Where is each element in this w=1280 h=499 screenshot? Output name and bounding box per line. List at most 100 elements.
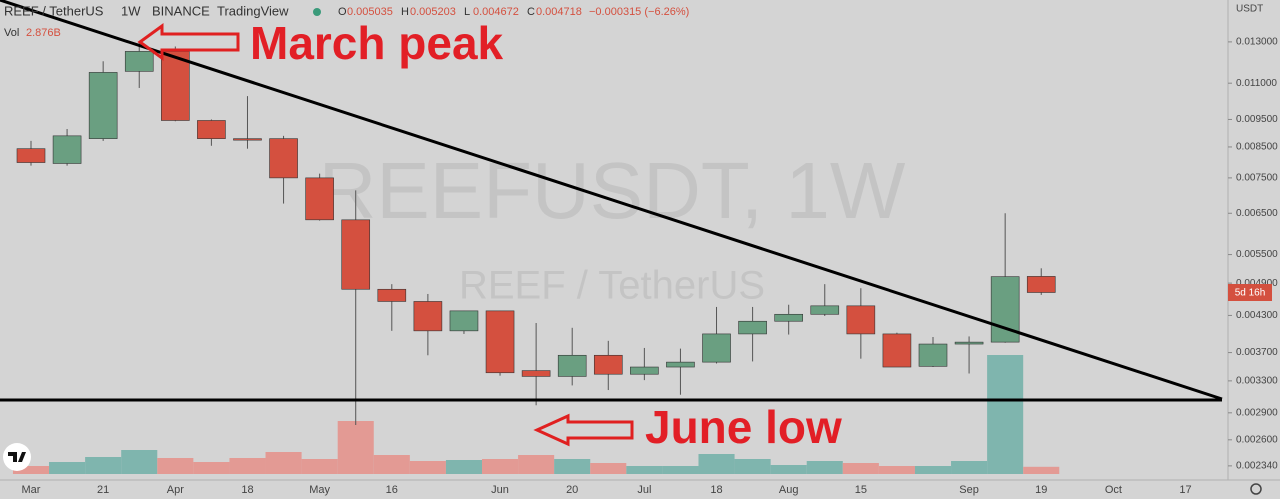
ohlc-value: 0.005035: [347, 6, 393, 18]
x-tick-label: 21: [97, 484, 109, 496]
y-tick-label: 0.002600: [1236, 434, 1278, 445]
volume-bar: [554, 459, 591, 474]
status-dot: [313, 8, 321, 16]
ohlc-value: 0.004718: [536, 6, 582, 18]
candle-body: [52, 135, 82, 164]
candle-body: [774, 313, 803, 322]
candle-body: [702, 333, 731, 363]
candle-body: [233, 138, 262, 141]
candle-body: [449, 310, 479, 332]
volume-bar: [914, 466, 952, 474]
x-tick-label: Oct: [1105, 484, 1122, 496]
candle-body: [666, 361, 695, 368]
volume-bar: [49, 462, 86, 474]
volume-bar: [951, 461, 988, 474]
candle-body: [810, 305, 840, 315]
x-tick-label: May: [309, 484, 330, 496]
y-tick-label: 0.006500: [1236, 208, 1278, 219]
candle-body: [593, 354, 623, 375]
watermark: REEFUSDT, 1W: [319, 146, 906, 235]
x-tick-label: Sep: [959, 484, 979, 496]
y-tick-label: 0.011000: [1236, 78, 1277, 89]
volume-label: 2.876B: [26, 27, 61, 39]
volume-bar: [12, 466, 50, 474]
candle-body: [846, 305, 876, 335]
watermark-subtitle: REEF / TetherUS: [459, 264, 765, 308]
x-axis: Mar 21 Apr 18 May 16 Jun 20 Jul 18 Aug 15 Sep 19 Oct 17: [22, 484, 1192, 496]
volume-bar: [518, 455, 555, 474]
volume-bar: [770, 465, 807, 474]
x-tick-label: Jun: [491, 484, 509, 496]
volume-bar: [337, 421, 374, 474]
logo[interactable]: [3, 443, 31, 471]
volume-bar: [806, 461, 843, 474]
volume-key: Vol: [4, 27, 19, 39]
y-tick-label: 0.002340: [1236, 461, 1278, 472]
volume-bar: [445, 460, 482, 474]
candle-body: [557, 354, 587, 377]
candle-body: [954, 341, 984, 345]
interval[interactable]: 1W: [121, 3, 141, 18]
ohlc-value: 0.004672: [473, 6, 519, 18]
y-tick-label: 0.004300: [1236, 310, 1278, 321]
candle-body: [88, 72, 118, 139]
volume-bar: [193, 462, 230, 474]
volume-bar: [301, 459, 338, 474]
arrow: [533, 413, 634, 447]
y-tick-label: 0.005500: [1236, 249, 1278, 260]
annotation: March peak: [250, 17, 504, 69]
volume-bar: [987, 355, 1024, 474]
candle-body: [341, 219, 371, 290]
source: TradingView: [217, 3, 289, 18]
volume-pane: [12, 355, 1060, 474]
x-tick-label: Apr: [167, 484, 184, 496]
candle-body: [485, 310, 515, 374]
volume-bar: [1023, 466, 1060, 474]
x-tick-label: 15: [855, 484, 867, 496]
volume-bar: [590, 463, 627, 474]
arrow: [137, 23, 240, 61]
volume-bar: [734, 459, 771, 474]
candle-body: [269, 138, 298, 179]
price-tag: [1228, 284, 1272, 301]
x-tick-label: 19: [1035, 484, 1047, 496]
candle-body: [377, 288, 407, 302]
trend-line: [0, 0, 1223, 401]
x-tick-label: 18: [241, 484, 253, 496]
y-tick-label: 0.003700: [1236, 347, 1278, 358]
volume-bar: [121, 450, 158, 474]
change: −0.000315 (−6.26%): [589, 6, 689, 18]
x-tick-label: Aug: [779, 484, 799, 496]
y-axis: 0.013000 0.011000 0.009500 0.008500 0.007500…: [1228, 37, 1278, 472]
volume-bar: [626, 466, 663, 474]
currency[interactable]: USDT: [1236, 4, 1263, 15]
x-tick-label: 16: [386, 484, 398, 496]
candle-body: [305, 177, 334, 221]
candle-body: [738, 320, 767, 335]
settings[interactable]: [1250, 483, 1262, 495]
volume-bar: [842, 463, 879, 474]
volume-bar: [698, 454, 735, 474]
y-tick-label: 0.013000: [1236, 37, 1278, 48]
candle-body: [16, 148, 46, 163]
volume-bar: [265, 452, 302, 474]
volume-bar: [229, 458, 266, 474]
candle-body: [161, 51, 190, 121]
y-tick-label: 0.004900: [1236, 278, 1278, 289]
candle-body: [1026, 276, 1056, 293]
symbol[interactable]: REEF / TetherUS: [4, 3, 104, 18]
y-tick-label: 0.003300: [1236, 376, 1278, 387]
ohlc-value: 0.005203: [410, 6, 456, 18]
candle-body: [521, 370, 551, 377]
ohlc-key: O: [338, 6, 347, 18]
volume-bar: [85, 457, 122, 474]
volume-bar: [662, 466, 699, 474]
countdown: 5d 16h: [1235, 288, 1266, 299]
watermark-group: REEFUSDT, 1W REEF / TetherUS: [319, 146, 906, 307]
volume-bar: [409, 461, 446, 474]
candle-body: [990, 276, 1020, 343]
volume-bar: [878, 466, 915, 474]
ohlc-key: H: [401, 6, 409, 18]
x-tick-label: Jul: [637, 484, 651, 496]
